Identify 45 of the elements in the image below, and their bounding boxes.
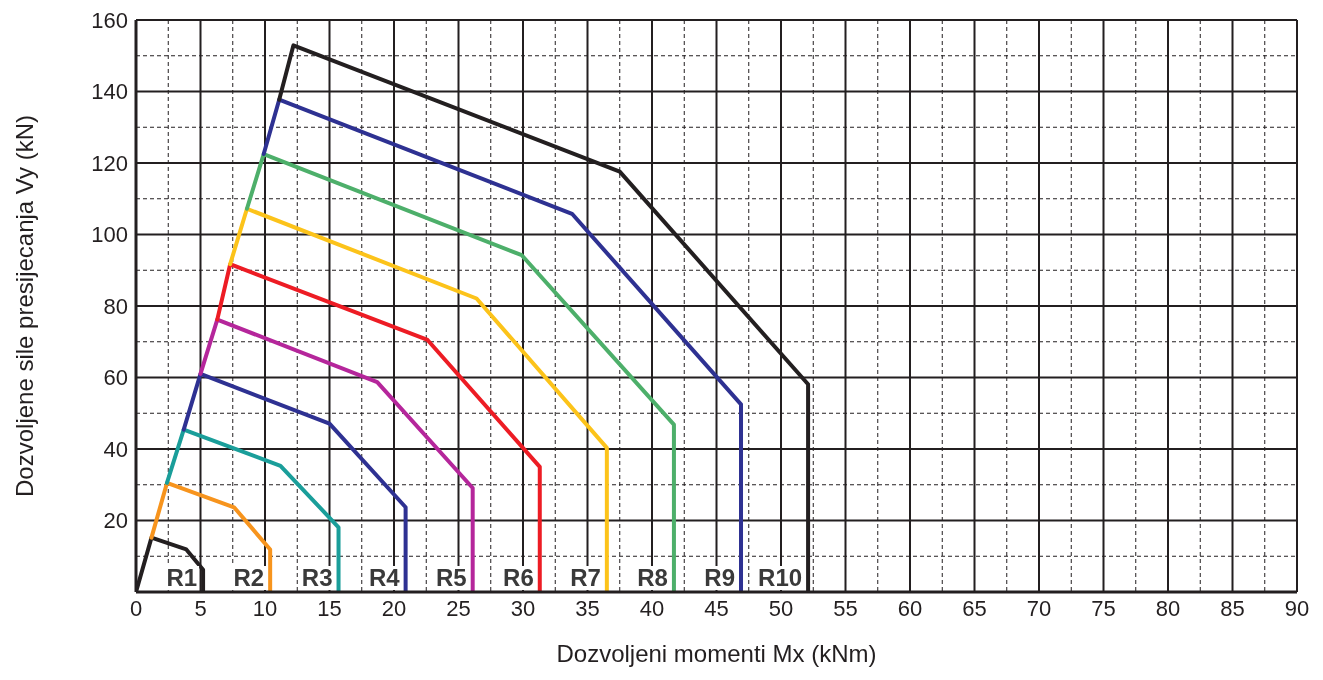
x-tick-label: 25 [446,595,471,621]
line-series [198,317,475,592]
x-axis-title: Dozvoljeni momenti Mx (kNm) [556,640,877,667]
line-series [261,97,744,592]
x-tick-label: 70 [1026,595,1052,621]
y-tick-label: 140 [91,79,128,105]
x-tick-label: 90 [1284,595,1310,621]
x-tick-label: 45 [704,595,729,621]
y-tick-label: 20 [103,508,128,534]
x-tick-label: 55 [833,595,858,621]
series-label: R5 [436,564,467,591]
line-series [215,262,542,592]
x-tick-label: 75 [1091,595,1116,621]
line-series [149,480,273,592]
series-label: R8 [637,564,668,591]
x-tick-label: 5 [194,595,207,621]
y-tick-label: 100 [91,222,128,248]
y-tick-label: 80 [103,293,128,319]
series-label: R9 [704,564,736,591]
series-label: R10 [758,564,803,591]
series-label: R6 [503,564,534,591]
series-label: R4 [368,564,401,591]
x-tick-label: 50 [768,595,794,621]
line-series [164,427,341,592]
x-tick-label: 80 [1155,595,1181,621]
y-tick-label: 40 [103,436,128,462]
x-tick-label: 65 [962,595,987,621]
x-tick-label: 0 [129,595,143,621]
y-tick-label: 120 [91,150,128,176]
series-label: R2 [233,564,265,591]
x-tick-label: 30 [510,595,536,621]
y-tick-label: 160 [91,7,128,33]
y-axis-title: Dozvoljene sile presijecanja Vy (kN) [10,115,38,497]
series-label: R1 [166,564,198,591]
series-label: R3 [301,564,333,591]
line-series [228,206,609,592]
y-tick-label: 60 [103,365,128,391]
series-label: R7 [570,564,601,591]
x-tick-label: 10 [252,595,278,621]
x-tick-label: 15 [317,595,342,621]
x-tick-label: 35 [575,595,600,621]
x-tick-label: 20 [381,595,407,621]
x-tick-label: 40 [639,595,665,621]
x-tick-label: 60 [897,595,923,621]
x-tick-label: 85 [1220,595,1245,621]
